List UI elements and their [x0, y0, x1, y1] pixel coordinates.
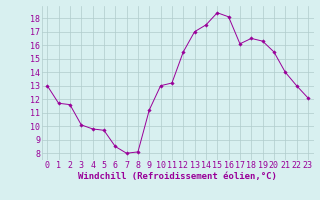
X-axis label: Windchill (Refroidissement éolien,°C): Windchill (Refroidissement éolien,°C) — [78, 172, 277, 181]
